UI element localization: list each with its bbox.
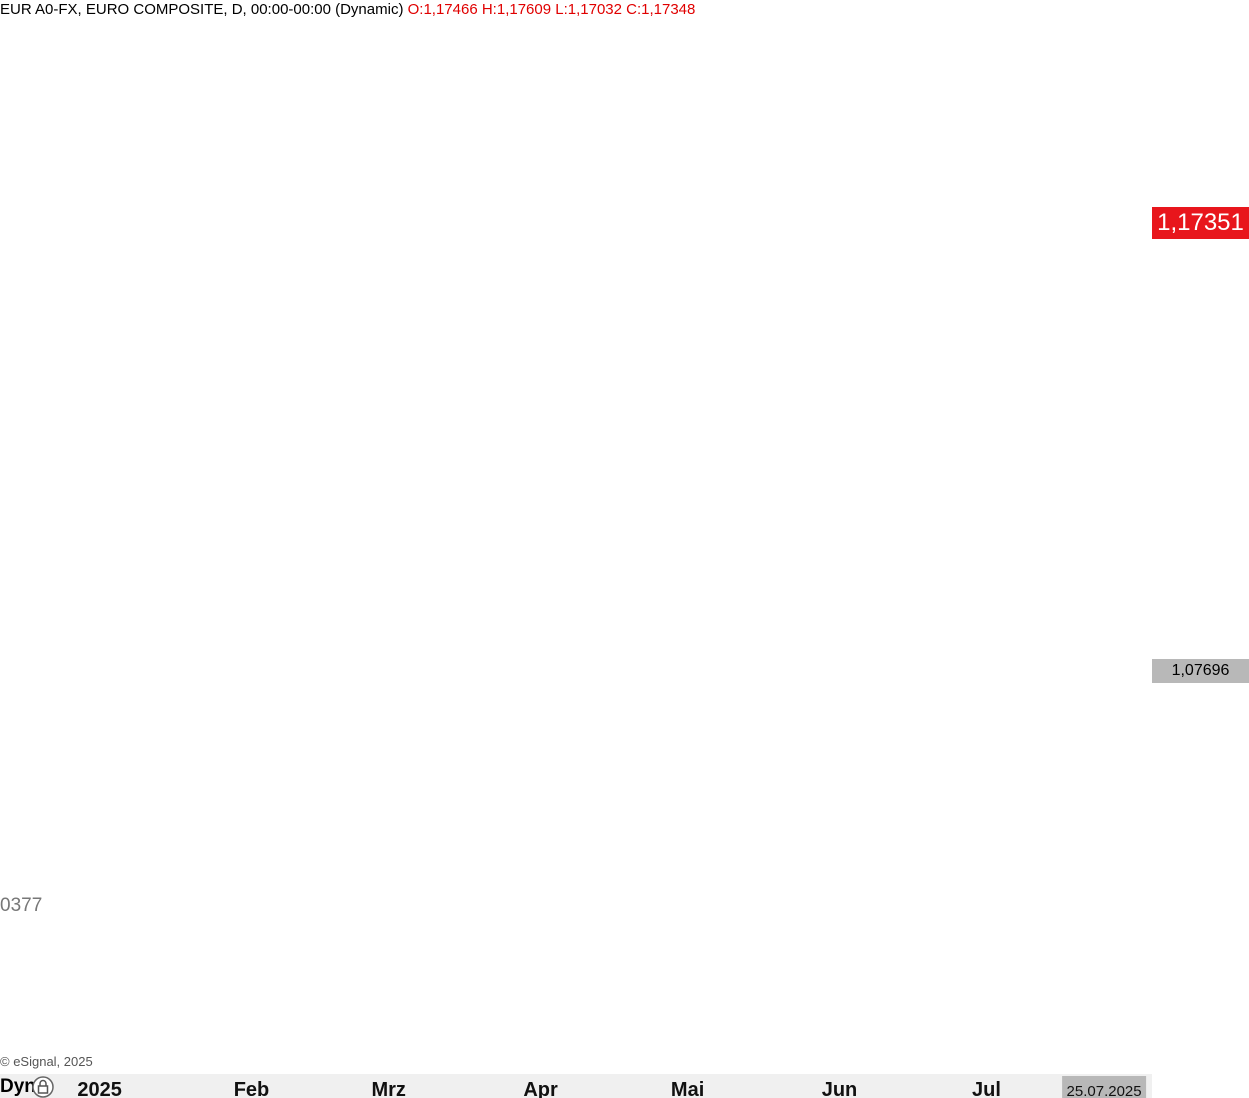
x-tick-label: 2025 xyxy=(77,1079,122,1098)
chart-header: EUR A0-FX, EURO COMPOSITE, D, 00:00-00:0… xyxy=(0,1,695,18)
lock-icon[interactable] xyxy=(32,1076,54,1098)
dynamic-label: Dyn xyxy=(0,1076,36,1097)
reference-price-tag: 1,07696 xyxy=(1152,659,1249,683)
ohlc-readout: O:1,17466 H:1,17609 L:1,17032 C:1,17348 xyxy=(407,1,696,18)
data-credit: © eSignal, 2025 xyxy=(0,1054,93,1069)
x-tick-label: 25.07.2025 xyxy=(1067,1083,1142,1098)
price-axis-background xyxy=(1152,0,1249,1098)
time-axis-background xyxy=(0,1074,1152,1098)
date-highlight-bg xyxy=(1062,1076,1147,1098)
x-axis-ticks: 2025 Feb Mrz Apr Mai Jun Jul 25.07.2025 xyxy=(77,1076,1147,1098)
x-tick-label: Mrz xyxy=(371,1079,405,1098)
x-tick-label: Apr xyxy=(523,1079,558,1098)
x-tick-label: Jul xyxy=(972,1079,1001,1098)
x-tick-label: Mai xyxy=(671,1079,704,1098)
left-price-label: 0377 xyxy=(0,895,43,916)
last-price-tag: 1,17351 xyxy=(1152,207,1249,239)
x-tick-label: Feb xyxy=(234,1079,270,1098)
chart-title: EUR A0-FX, EURO COMPOSITE, D, 00:00-00:0… xyxy=(0,1,404,18)
x-tick-label: Jun xyxy=(822,1079,858,1098)
